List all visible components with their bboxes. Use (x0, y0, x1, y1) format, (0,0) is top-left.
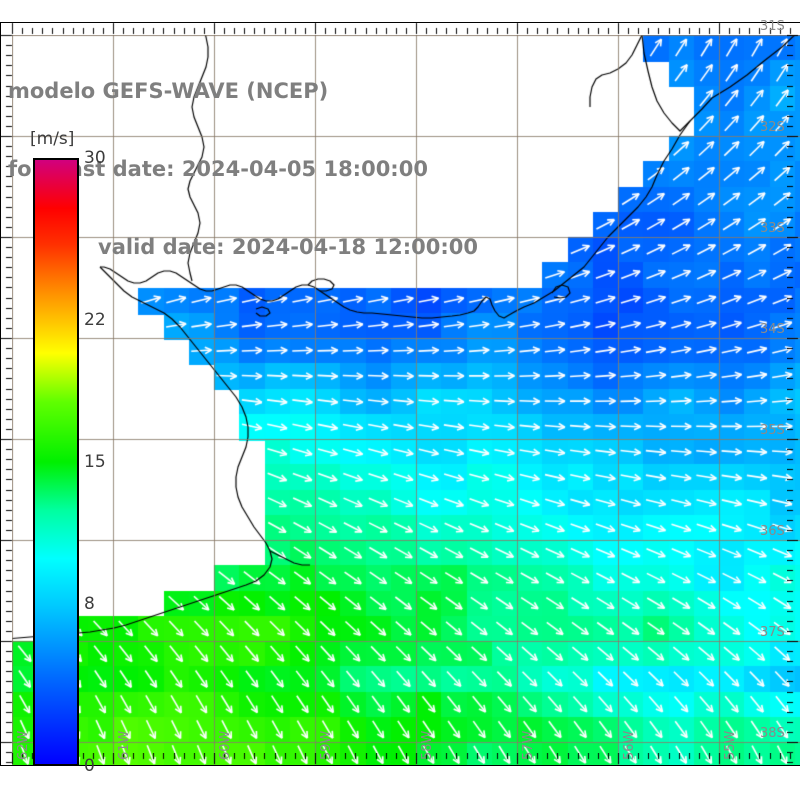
lon-label-57W: 57W (521, 730, 536, 760)
lat-label-32S: 32S (760, 120, 785, 135)
lon-label-61W: 61W (117, 730, 132, 760)
right-axis-ticks (787, 22, 800, 766)
lat-label-35S: 35S (760, 423, 785, 438)
frame-left (0, 22, 1, 766)
lat-label-37S: 37S (760, 625, 785, 640)
colorbar-tick-15: 15 (84, 452, 106, 472)
lat-lon-gridlines (12, 35, 800, 765)
map-plot-area (12, 35, 800, 765)
lat-label-34S: 34S (760, 322, 785, 337)
left-axis-ticks (0, 22, 13, 766)
lon-label-62W: 62W (16, 730, 31, 760)
lon-label-56W: 56W (622, 730, 637, 760)
colorbar-units-label: [m/s] (30, 129, 75, 149)
lon-label-59W: 59W (319, 730, 334, 760)
lon-label-60W: 60W (218, 730, 233, 760)
colorbar-tick-22: 22 (84, 310, 106, 331)
colorbar-tick-8: 8 (84, 593, 95, 614)
lon-label-58W: 58W (420, 730, 435, 760)
frame-bottom (0, 765, 800, 766)
colorbar-tick-30: 30 (84, 148, 106, 168)
colorbar-tick-0: 0 (84, 756, 95, 776)
bottom-axis-ticks (0, 753, 800, 766)
lat-label-38S: 38S (760, 726, 785, 741)
lon-label-55W: 55W (723, 730, 738, 760)
lat-label-36S: 36S (760, 524, 785, 539)
colorbar-gradient (33, 158, 79, 766)
lat-label-31S: 31S (760, 19, 785, 34)
top-axis-ticks (0, 22, 800, 35)
lat-label-33S: 33S (760, 221, 785, 236)
colorbar (33, 158, 79, 766)
frame-top (0, 22, 800, 23)
